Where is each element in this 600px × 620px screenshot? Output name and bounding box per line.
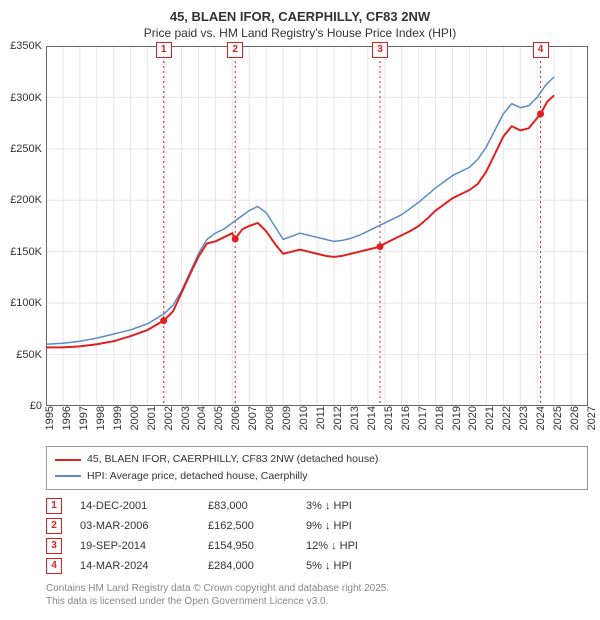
x-tick-label: 2024 <box>533 406 547 430</box>
y-tick-label: £300K <box>10 92 42 104</box>
y-tick-label: £200K <box>10 194 42 206</box>
x-tick-label: 2011 <box>313 406 327 430</box>
chart-title: 45, BLAEN IFOR, CAERPHILLY, CF83 2NW <box>0 0 600 26</box>
sale-marker: 2 <box>227 42 243 58</box>
chart-svg <box>46 46 588 406</box>
legend-label: HPI: Average price, detached house, Caer… <box>87 468 307 485</box>
x-tick-label: 2012 <box>330 406 344 430</box>
y-tick-label: £250K <box>10 143 42 155</box>
sale-delta: 3% ↓ HPI <box>306 500 406 512</box>
sale-delta: 5% ↓ HPI <box>306 560 406 572</box>
sale-marker: 4 <box>533 42 549 58</box>
x-tick-label: 2013 <box>347 406 361 430</box>
x-tick-label: 2004 <box>194 406 208 430</box>
chart-container: 45, BLAEN IFOR, CAERPHILLY, CF83 2NW Pri… <box>0 0 600 620</box>
x-tick-label: 2007 <box>245 406 259 430</box>
x-tick-label: 2022 <box>499 406 513 430</box>
sale-marker: 3 <box>372 42 388 58</box>
footer: Contains HM Land Registry data © Crown c… <box>46 582 588 608</box>
sale-index-box: 1 <box>46 498 62 514</box>
x-tick-label: 2026 <box>567 406 581 430</box>
x-tick-label: 2009 <box>279 406 293 430</box>
x-tick-label: 1999 <box>110 406 124 430</box>
y-tick-label: £350K <box>10 40 42 52</box>
sale-row: 2 03-MAR-2006 £162,500 9% ↓ HPI <box>46 516 588 536</box>
x-tick-label: 2021 <box>482 406 496 430</box>
legend-row: 45, BLAEN IFOR, CAERPHILLY, CF83 2NW (de… <box>55 451 579 468</box>
sales-table: 1 14-DEC-2001 £83,000 3% ↓ HPI 2 03-MAR-2006 £… <box>46 496 588 576</box>
sale-date: 19-SEP-2014 <box>80 540 190 552</box>
legend-swatch <box>55 475 81 477</box>
sale-price: £154,950 <box>208 540 288 552</box>
x-tick-label: 2001 <box>144 406 158 430</box>
sale-index-box: 2 <box>46 518 62 534</box>
x-tick-label: 2018 <box>432 406 446 430</box>
x-tick-label: 2017 <box>415 406 429 430</box>
x-tick-label: 2016 <box>398 406 412 430</box>
sale-row: 3 19-SEP-2014 £154,950 12% ↓ HPI <box>46 536 588 556</box>
x-tick-label: 2010 <box>296 406 310 430</box>
legend-label: 45, BLAEN IFOR, CAERPHILLY, CF83 2NW (de… <box>87 451 378 468</box>
x-tick-label: 2023 <box>516 406 530 430</box>
sale-price: £162,500 <box>208 520 288 532</box>
footer-line1: Contains HM Land Registry data © Crown c… <box>46 582 588 595</box>
sale-delta: 9% ↓ HPI <box>306 520 406 532</box>
legend: 45, BLAEN IFOR, CAERPHILLY, CF83 2NW (de… <box>46 446 588 490</box>
x-tick-label: 1997 <box>76 406 90 430</box>
x-tick-label: 2005 <box>211 406 225 430</box>
x-tick-label: 2020 <box>465 406 479 430</box>
legend-swatch <box>55 459 81 461</box>
x-tick-label: 2025 <box>550 406 564 430</box>
sale-date: 03-MAR-2006 <box>80 520 190 532</box>
x-tick-label: 2019 <box>449 406 463 430</box>
x-tick-label: 2002 <box>161 406 175 430</box>
x-tick-label: 2008 <box>262 406 276 430</box>
y-tick-label: £50K <box>16 349 42 361</box>
x-tick-label: 2003 <box>178 406 192 430</box>
sale-row: 1 14-DEC-2001 £83,000 3% ↓ HPI <box>46 496 588 516</box>
sale-delta: 12% ↓ HPI <box>306 540 406 552</box>
y-tick-label: £150K <box>10 246 42 258</box>
sale-index-box: 3 <box>46 538 62 554</box>
x-tick-label: 1998 <box>93 406 107 430</box>
sale-price: £284,000 <box>208 560 288 572</box>
x-tick-label: 1995 <box>42 406 56 430</box>
x-tick-label: 1996 <box>59 406 73 430</box>
sale-date: 14-DEC-2001 <box>80 500 190 512</box>
chart-subtitle: Price paid vs. HM Land Registry's House … <box>0 26 600 46</box>
sale-date: 14-MAR-2024 <box>80 560 190 572</box>
sale-row: 4 14-MAR-2024 £284,000 5% ↓ HPI <box>46 556 588 576</box>
sale-index-box: 4 <box>46 558 62 574</box>
footer-line2: This data is licensed under the Open Gov… <box>46 595 588 608</box>
x-tick-label: 2015 <box>381 406 395 430</box>
sale-price: £83,000 <box>208 500 288 512</box>
sale-marker: 1 <box>156 42 172 58</box>
x-tick-label: 2014 <box>364 406 378 430</box>
y-tick-label: £0 <box>30 400 42 412</box>
y-tick-label: £100K <box>10 297 42 309</box>
x-tick-label: 2027 <box>584 406 598 430</box>
x-tick-label: 2006 <box>228 406 242 430</box>
x-tick-label: 2000 <box>127 406 141 430</box>
legend-row: HPI: Average price, detached house, Caer… <box>55 468 579 485</box>
chart-area: £0£50K£100K£150K£200K£250K£300K£350K1995… <box>46 46 588 406</box>
